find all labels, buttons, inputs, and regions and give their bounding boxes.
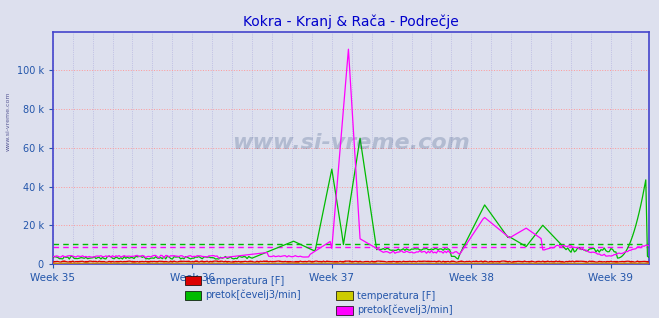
Text: www.si-vreme.com: www.si-vreme.com	[232, 133, 470, 153]
Text: pretok[čevelj3/min]: pretok[čevelj3/min]	[206, 290, 301, 301]
Title: Kokra - Kranj & Rača - Podrečje: Kokra - Kranj & Rača - Podrečje	[243, 15, 459, 29]
Text: www.si-vreme.com: www.si-vreme.com	[5, 91, 11, 151]
Text: temperatura [F]: temperatura [F]	[206, 276, 284, 286]
Text: temperatura [F]: temperatura [F]	[357, 291, 436, 301]
Text: pretok[čevelj3/min]: pretok[čevelj3/min]	[357, 305, 453, 315]
